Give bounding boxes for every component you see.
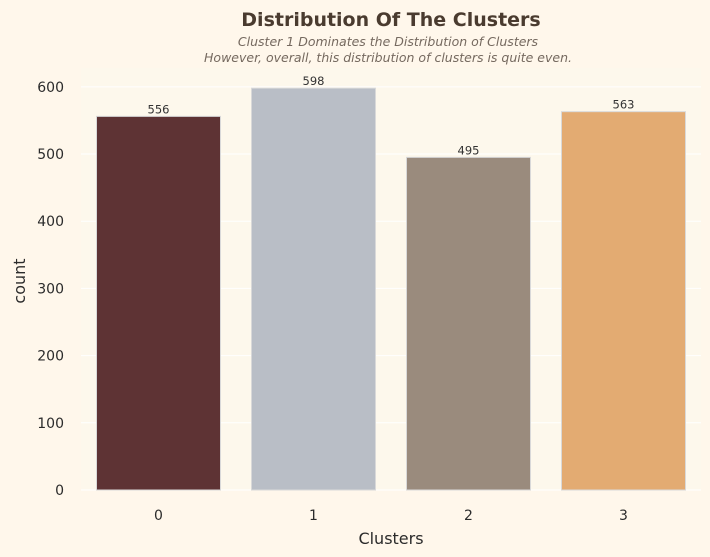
- bars: [96, 87, 686, 491]
- bar-cluster-2: [406, 156, 531, 491]
- x-axis-label: Clusters: [358, 529, 423, 548]
- chart-subtitle-line-1: Cluster 1 Dominates the Distribution of …: [238, 34, 539, 49]
- x-tick-label: 0: [154, 508, 163, 524]
- x-tick-label: 2: [464, 508, 473, 524]
- chart-title: Distribution Of The Clusters: [241, 9, 540, 31]
- bar-cluster-1: [251, 87, 376, 491]
- chart-subtitle-line-2: However, overall, this distribution of c…: [204, 50, 572, 65]
- y-tick-label: 300: [37, 281, 64, 297]
- y-tick-label: 0: [55, 483, 64, 499]
- y-tick-label: 100: [37, 416, 64, 432]
- bar-cluster-0: [96, 115, 221, 491]
- y-tick-label: 200: [37, 349, 64, 365]
- y-tick-label: 400: [37, 214, 64, 230]
- x-tick-label: 3: [619, 508, 628, 524]
- y-tick-label: 600: [37, 80, 64, 96]
- x-tick-label: 1: [309, 508, 318, 524]
- y-tick-label: 500: [37, 147, 64, 163]
- y-axis-label: count: [10, 258, 29, 303]
- bar-value-label: 598: [303, 74, 325, 88]
- bar-cluster-3: [561, 111, 686, 491]
- y-axis-ticks: 0 100 200 300 400 500 600: [37, 80, 64, 499]
- bar-value-labels: 556 598 495 563: [148, 74, 635, 157]
- bar-value-label: 556: [148, 102, 170, 116]
- bar-value-label: 563: [613, 98, 635, 112]
- bar-value-label: 495: [458, 143, 480, 157]
- x-axis-ticks: 0 1 2 3: [154, 508, 628, 524]
